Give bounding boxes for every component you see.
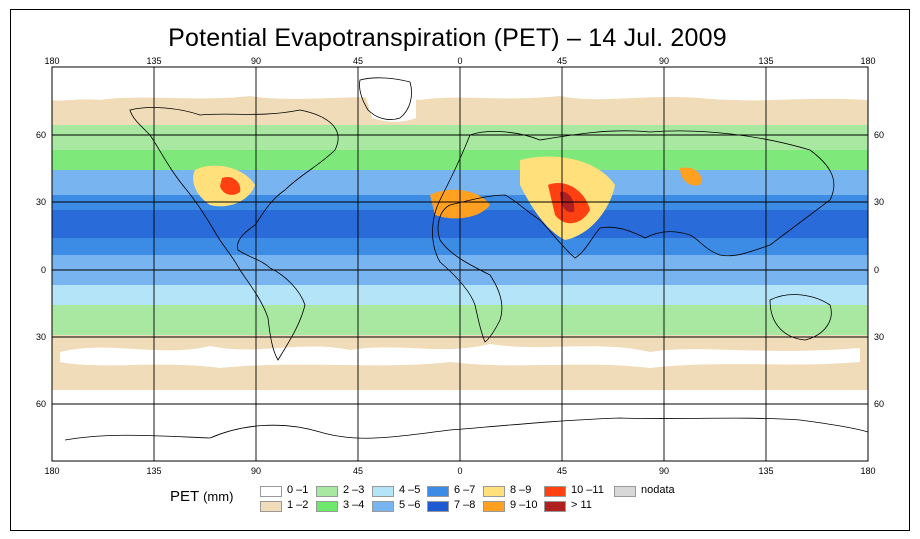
- lon-tick-top-5: 45: [557, 56, 567, 66]
- lon-tick-top-6: 90: [659, 56, 669, 66]
- legend-label-6-7: 6 –7: [454, 484, 476, 496]
- lon-ticks-top: 180 135 90 45 0 45 90 135 180: [44, 56, 875, 66]
- lon-tick-bottom-6: 90: [659, 466, 669, 476]
- lon-ticks-bottom: 180 135 90 45 0 45 90 135 180: [44, 466, 875, 476]
- legend-unit: (mm): [203, 489, 234, 504]
- legend-label-0-1: 0 –1: [287, 484, 309, 496]
- legend-swatch-8-9: [483, 486, 505, 497]
- legend-label-9-10: 9 –10: [510, 499, 538, 511]
- legend-swatch-9-10: [483, 501, 505, 512]
- legend-swatch-7-8: [427, 501, 449, 512]
- legend-swatch-3-4: [316, 501, 338, 512]
- legend-label-1-2: 1 –2: [287, 499, 309, 511]
- legend-swatch-6-7: [427, 486, 449, 497]
- hotspot-central-asia: [680, 167, 702, 186]
- hotspot-us-core: [220, 176, 241, 195]
- legend-label-gt-11: > 11: [571, 499, 592, 511]
- legend-label-7-8: 7 –8: [454, 499, 476, 511]
- legend-swatch-4-5: [372, 486, 394, 497]
- lat-tick-right-3: 30: [874, 332, 884, 342]
- legend-label-nodata: nodata: [641, 484, 675, 496]
- lat-ticks-left: 60 30 0 30 60: [36, 130, 46, 409]
- legend-label-10-11: 10 –11: [571, 484, 604, 496]
- coastlines: [64, 77, 868, 441]
- lon-tick-bottom-0: 180: [44, 466, 59, 476]
- lat-tick-left-4: 60: [36, 399, 46, 409]
- lon-tick-top-8: 180: [860, 56, 875, 66]
- map-title: Potential Evapotranspiration (PET) – 14 …: [168, 24, 727, 52]
- lon-tick-top-0: 180: [44, 56, 59, 66]
- legend-label-5-6: 5 –6: [399, 499, 421, 511]
- legend-swatch-5-6: [372, 501, 394, 512]
- legend-title: PET (mm): [170, 488, 233, 505]
- lon-tick-top-4: 0: [457, 56, 462, 66]
- lon-tick-top-2: 90: [251, 56, 261, 66]
- lon-tick-bottom-3: 45: [353, 466, 363, 476]
- lon-tick-bottom-5: 45: [557, 466, 567, 476]
- lon-tick-top-3: 45: [353, 56, 363, 66]
- lon-tick-bottom-2: 90: [251, 466, 261, 476]
- legend-label-4-5: 4 –5: [399, 484, 421, 496]
- lat-tick-left-0: 60: [36, 130, 46, 140]
- lon-tick-bottom-8: 180: [860, 466, 875, 476]
- legend-title-text: PET: [170, 488, 199, 505]
- lat-tick-left-3: 30: [36, 332, 46, 342]
- afro-eurasia-coast: [432, 130, 835, 343]
- americas-coast: [129, 107, 339, 361]
- lon-tick-bottom-7: 135: [758, 466, 773, 476]
- lat-tick-right-0: 60: [874, 130, 884, 140]
- lon-tick-bottom-4: 0: [457, 466, 462, 476]
- map-border: [51, 66, 869, 462]
- legend-label-2-3: 2 –3: [343, 484, 365, 496]
- australia-coast: [769, 294, 832, 341]
- legend-swatch-2-3: [316, 486, 338, 497]
- legend-swatch-nodata: [614, 486, 636, 497]
- lat-tick-left-2: 0: [41, 265, 46, 275]
- legend-label-8-9: 8 –9: [510, 484, 532, 496]
- lat-tick-right-4: 60: [874, 399, 884, 409]
- legend-swatch-10-11: [544, 486, 566, 497]
- greenland-coast: [359, 77, 412, 120]
- lat-tick-left-1: 30: [36, 197, 46, 207]
- graticule: [52, 67, 868, 461]
- legend-swatch-0-1: [260, 486, 282, 497]
- lat-ticks-right: 60 30 0 30 60: [874, 130, 884, 409]
- lon-tick-bottom-1: 135: [146, 466, 161, 476]
- legend-swatch-gt-11: [544, 501, 566, 512]
- figure-frame: [10, 9, 910, 531]
- lon-tick-top-7: 135: [758, 56, 773, 66]
- legend-label-3-4: 3 –4: [343, 499, 365, 511]
- legend-swatch-1-2: [260, 501, 282, 512]
- lat-tick-right-2: 0: [874, 265, 879, 275]
- antarctica-coast: [64, 417, 868, 441]
- lat-tick-right-1: 30: [874, 197, 884, 207]
- lon-tick-top-1: 135: [146, 56, 161, 66]
- greenland-cap: [360, 76, 416, 122]
